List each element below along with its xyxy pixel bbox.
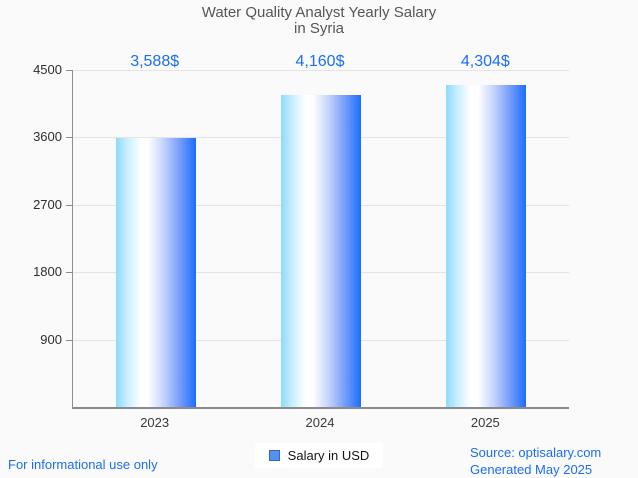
y-axis-tick [66,137,72,139]
value-label: 4,304$ [460,53,510,70]
y-axis-label: 2700 [33,196,62,212]
legend-marker-icon [268,450,280,461]
generated-line: Generated May 2025 [470,462,593,477]
chart-title: Water Quality Analyst Yearly Salary in S… [0,5,638,37]
disclaimer-text: For informational use only [8,457,158,472]
value-label: 3,588$ [130,53,180,70]
value-label: 4,160$ [295,53,345,70]
y-axis-label: 4500 [33,62,62,77]
legend-label: Salary in USD [287,448,370,463]
y-axis-label: 3600 [33,129,62,145]
y-axis-label: 900 [40,331,62,347]
y-axis-tick [66,339,72,341]
x-axis-label: 2025 [470,415,500,430]
legend: Salary in USD [0,443,638,468]
y-axis-tick [66,204,72,206]
plot-area [72,70,569,409]
bar-2023 [115,138,196,407]
legend-item: Salary in USD [254,443,384,468]
x-axis-label: 2023 [140,415,170,430]
source-line: Source: optisalary.com [470,445,602,460]
chart-title-line1: Water Quality Analyst Yearly Salary [201,4,437,21]
chart-title-line2: in Syria [293,20,345,37]
bar-2024 [281,95,361,407]
y-axis-tick [66,272,72,274]
y-axis-tick [66,70,72,71]
x-axis-label: 2024 [305,415,335,430]
y-axis-label: 1800 [33,264,62,280]
source-note: Source: optisalary.com Generated May 202… [470,444,601,478]
gridline [73,70,569,71]
bar-2025 [446,84,527,407]
